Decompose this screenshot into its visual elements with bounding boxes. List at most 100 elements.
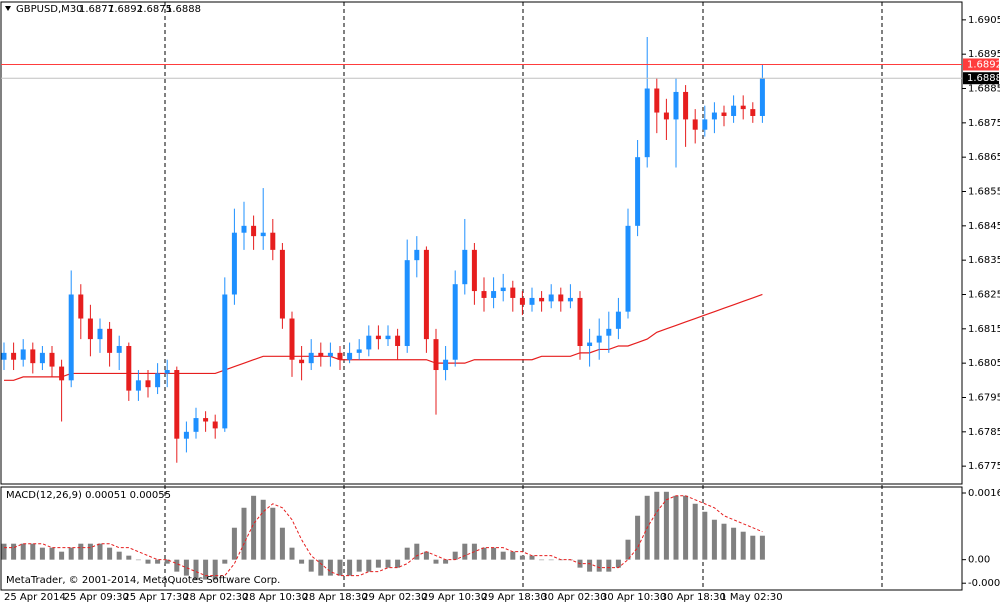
macd-bar xyxy=(135,559,141,561)
candle-body xyxy=(241,225,247,233)
macd-bar xyxy=(606,559,612,572)
x-tick-label: 30 Apr 18:30 xyxy=(661,592,726,603)
macd-bar xyxy=(68,547,74,560)
macd-bar xyxy=(615,559,621,568)
x-tick-label: 29 Apr 18:30 xyxy=(482,592,547,603)
macd-bar xyxy=(462,543,468,560)
candle-body xyxy=(155,373,161,388)
candle-body xyxy=(145,380,151,388)
candle-body xyxy=(759,78,765,116)
y-tick-label: 1.6895 xyxy=(968,49,1000,60)
candle-body xyxy=(519,297,525,305)
macd-bar xyxy=(731,527,737,560)
macd-bar xyxy=(97,543,103,560)
candle-body xyxy=(510,287,516,298)
macd-bar xyxy=(107,547,113,560)
macd-bar xyxy=(1,543,7,560)
candle-body xyxy=(663,112,669,120)
copyright: MetaTrader, © 2001-2014, MetaQuotes Soft… xyxy=(6,575,280,586)
candle-body xyxy=(683,91,689,120)
macd-bar xyxy=(414,543,420,560)
macd-bar xyxy=(193,559,199,580)
macd-bar xyxy=(327,559,333,576)
macd-bar xyxy=(692,503,698,560)
candle-body xyxy=(558,294,564,302)
candle-body xyxy=(443,359,449,371)
macd-bar xyxy=(510,551,516,560)
macd-bar xyxy=(59,551,65,560)
candle-body xyxy=(251,225,257,237)
candle-body xyxy=(49,352,55,367)
macd-bar xyxy=(203,559,209,580)
candle-body xyxy=(395,335,401,346)
macd-bar xyxy=(702,511,708,560)
candle-body xyxy=(471,249,477,292)
candle-body xyxy=(491,291,497,298)
macd-bar xyxy=(155,559,161,564)
macd-bar xyxy=(596,559,602,572)
candle-body xyxy=(260,232,266,237)
candle-body xyxy=(135,380,141,391)
candle-body xyxy=(423,249,429,340)
candle-body xyxy=(740,105,746,110)
macd-bar xyxy=(116,551,122,560)
x-tick-label: 25 Apr 2014 xyxy=(4,592,66,603)
macd-bar xyxy=(337,559,343,576)
macd-bar xyxy=(164,559,170,564)
open: 1.6877 xyxy=(79,4,114,15)
macd-bar xyxy=(270,507,276,560)
macd-bar xyxy=(750,535,756,560)
macd-bar xyxy=(318,559,324,576)
macd-bar xyxy=(663,491,669,560)
macd-bar xyxy=(347,559,353,576)
candle-body xyxy=(78,294,84,319)
macd-bar xyxy=(433,559,439,564)
macd-bar xyxy=(654,491,660,560)
candle-body xyxy=(193,418,199,432)
candle-body xyxy=(404,260,410,346)
candle-body xyxy=(97,328,103,340)
candle-body xyxy=(308,352,314,364)
macd-bar xyxy=(20,543,26,560)
macd-bar xyxy=(87,543,93,560)
candle-body xyxy=(500,287,506,292)
candle-body xyxy=(11,352,17,360)
candle-body xyxy=(375,335,381,340)
x-tick-label: 25 Apr 09:30 xyxy=(64,592,129,603)
macd-bar xyxy=(481,547,487,560)
macd-bar xyxy=(519,555,525,560)
y-tick-label: 1.6795 xyxy=(968,392,1000,403)
macd-bar xyxy=(212,559,218,580)
macd-bar xyxy=(548,559,554,561)
x-tick-label: 28 Apr 18:30 xyxy=(303,592,368,603)
candle-body xyxy=(39,352,45,364)
macd-signal xyxy=(4,495,763,577)
candle-body xyxy=(68,294,74,381)
candle-body xyxy=(20,349,26,360)
macd-bar xyxy=(539,559,545,561)
candle-body xyxy=(577,297,583,346)
macd-bar xyxy=(683,495,689,560)
candle-body xyxy=(654,88,660,113)
macd-bar xyxy=(635,515,641,560)
candle-body xyxy=(433,339,439,371)
candle-body xyxy=(673,91,679,120)
candle-body xyxy=(174,370,180,439)
ask-label: 1.6892 xyxy=(967,59,1000,70)
macd-bar xyxy=(289,547,295,560)
macd-bar xyxy=(260,499,266,560)
y-tick-label: 1.6845 xyxy=(968,221,1000,232)
candle-body xyxy=(212,421,218,429)
candle-body xyxy=(87,318,93,340)
macd-bar xyxy=(375,559,381,568)
candle-body xyxy=(30,349,36,364)
collapse-arrow[interactable] xyxy=(5,6,11,11)
candle-body xyxy=(164,370,170,374)
candle-body xyxy=(183,431,189,439)
x-tick-label: 29 Apr 02:30 xyxy=(362,592,427,603)
y-tick-label: 1.6875 xyxy=(968,118,1000,129)
candle-body xyxy=(385,335,391,340)
macd-bar xyxy=(251,495,257,560)
macd-bar xyxy=(529,555,535,560)
